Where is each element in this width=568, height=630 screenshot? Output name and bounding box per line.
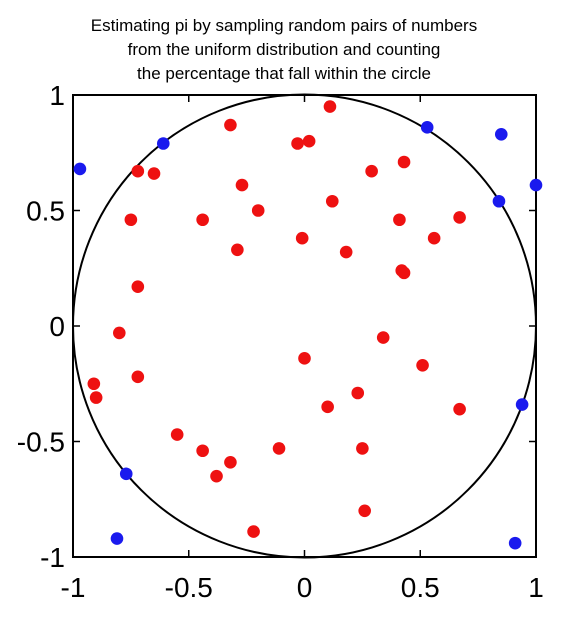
chart-title-line-2: from the uniform distribution and counti…	[127, 40, 441, 59]
x-tick-label: 0	[297, 572, 313, 603]
point-inside	[339, 245, 353, 259]
point-inside	[89, 391, 103, 404]
point-inside	[113, 326, 126, 340]
point-inside	[170, 428, 184, 441]
point-inside	[358, 504, 371, 518]
x-tick-label: 0.5	[401, 572, 440, 603]
point-inside	[376, 331, 390, 344]
x-tick-label: 1	[528, 572, 544, 603]
point-inside	[131, 164, 145, 178]
point-outside	[156, 137, 170, 150]
point-outside	[420, 121, 434, 134]
point-inside	[224, 455, 237, 469]
unit-circle	[72, 93, 537, 559]
point-inside	[196, 444, 209, 458]
y-tick-label: 0.5	[26, 196, 65, 227]
point-inside	[231, 243, 244, 257]
data-points	[73, 100, 543, 550]
point-inside	[251, 204, 265, 217]
point-inside	[131, 370, 145, 384]
point-inside	[272, 442, 286, 455]
point-outside	[73, 162, 87, 176]
point-inside	[235, 178, 249, 192]
y-tick-label: -0.5	[17, 427, 65, 458]
plot-frame	[72, 94, 537, 558]
point-inside	[321, 400, 334, 414]
point-inside	[295, 231, 309, 245]
point-inside	[124, 213, 138, 227]
y-tick-label: -1	[40, 542, 65, 573]
point-inside	[291, 137, 304, 150]
point-inside	[87, 377, 101, 391]
point-inside	[325, 194, 339, 208]
point-inside	[356, 442, 369, 455]
point-inside	[453, 211, 466, 224]
chart-title: Estimating pi by sampling random pairs o…	[0, 14, 568, 86]
point-inside	[393, 213, 406, 227]
point-outside	[515, 398, 529, 411]
y-tick-label: 1	[49, 80, 65, 111]
tick-labels: -1 -0.5 0 0.5 1 1 0.5 0 -0.5 -1	[17, 80, 544, 603]
point-inside	[247, 525, 260, 538]
point-inside	[453, 402, 466, 416]
x-tick-label: -0.5	[165, 572, 213, 603]
point-inside	[196, 213, 209, 227]
point-inside	[147, 167, 161, 180]
point-inside	[298, 352, 311, 365]
point-inside	[224, 118, 237, 132]
x-tick-label: -1	[61, 572, 86, 603]
point-outside	[508, 536, 522, 550]
point-inside	[427, 231, 441, 245]
point-inside	[131, 280, 145, 294]
point-inside	[323, 100, 337, 113]
chart-title-line-1: Estimating pi by sampling random pairs o…	[90, 16, 478, 35]
chart-title-line-3: the percentage that fall within the circ…	[137, 64, 431, 83]
point-outside	[110, 532, 124, 545]
point-outside	[494, 127, 508, 141]
y-tick-label: 0	[49, 311, 65, 342]
point-inside	[302, 134, 316, 148]
point-inside	[351, 386, 365, 400]
point-inside	[365, 164, 378, 178]
axis-ticks	[72, 94, 537, 558]
point-outside	[529, 178, 543, 192]
point-inside	[416, 358, 429, 372]
point-inside	[210, 469, 223, 483]
point-inside	[397, 155, 411, 169]
point-outside	[492, 194, 506, 208]
point-inside	[397, 266, 411, 280]
point-outside	[119, 467, 133, 481]
